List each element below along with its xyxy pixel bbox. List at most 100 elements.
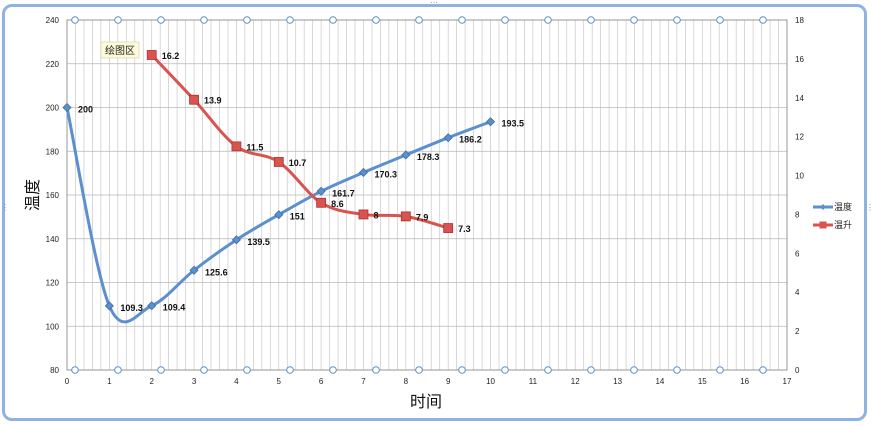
data-point-diamond bbox=[274, 210, 284, 220]
data-label: 193.5 bbox=[502, 119, 525, 129]
data-point-square bbox=[146, 50, 157, 60]
legend-marker bbox=[819, 221, 827, 229]
x-tick-label: 1 bbox=[107, 377, 112, 386]
selection-handle bbox=[501, 16, 509, 24]
data-label: 7.9 bbox=[416, 212, 429, 222]
y2-tick-label: 10 bbox=[795, 172, 804, 181]
resize-handle-left[interactable]: ⋮ bbox=[1, 203, 9, 212]
x-tick-label: 4 bbox=[234, 377, 239, 386]
data-label: 16.2 bbox=[162, 51, 180, 61]
data-label: 11.5 bbox=[246, 142, 263, 152]
data-label: 109.4 bbox=[163, 303, 186, 313]
data-label: 10.7 bbox=[289, 158, 307, 168]
selection-handle bbox=[329, 16, 337, 24]
selection-handle bbox=[114, 16, 122, 24]
selection-handle bbox=[759, 366, 767, 374]
y-tick-label: 160 bbox=[46, 191, 60, 200]
x-tick-label: 16 bbox=[740, 377, 749, 386]
y2-tick-label: 8 bbox=[795, 210, 800, 219]
data-point-square bbox=[273, 157, 284, 167]
tooltip: 绘图区 bbox=[100, 41, 140, 59]
axes: 8010012014016018020022024002468101214161… bbox=[46, 16, 805, 386]
selection-handle bbox=[415, 16, 423, 24]
x-tick-label: 5 bbox=[277, 377, 282, 386]
data-label: 151 bbox=[290, 212, 305, 222]
selection-handle bbox=[673, 16, 681, 24]
selection-handle bbox=[71, 16, 79, 24]
y-tick-label: 80 bbox=[50, 366, 59, 375]
plot-area-handles bbox=[71, 16, 767, 374]
selection-handle bbox=[587, 366, 595, 374]
data-point-square bbox=[443, 223, 454, 233]
data-label: 170.3 bbox=[374, 169, 397, 179]
y-tick-label: 180 bbox=[46, 147, 60, 156]
selection-handle bbox=[157, 16, 165, 24]
y-axis-title: 温度 bbox=[23, 179, 42, 211]
x-tick-label: 2 bbox=[149, 377, 154, 386]
y-tick-label: 140 bbox=[46, 235, 60, 244]
legend-marker bbox=[820, 204, 826, 210]
x-tick-label: 8 bbox=[404, 377, 409, 386]
selection-handle bbox=[286, 366, 294, 374]
data-label: 161.7 bbox=[332, 188, 355, 198]
selection-handle bbox=[71, 366, 79, 374]
selection-handle bbox=[114, 366, 122, 374]
y2-tick-label: 12 bbox=[795, 133, 804, 142]
x-axis-title: 时间 bbox=[410, 392, 442, 411]
tooltip-text: 绘图区 bbox=[105, 44, 135, 57]
selection-handle bbox=[372, 366, 380, 374]
data-point-diamond bbox=[358, 167, 369, 178]
selection-handle bbox=[243, 366, 251, 374]
data-point-square bbox=[400, 211, 411, 222]
data-point-diamond bbox=[104, 301, 114, 311]
selection-handle bbox=[286, 16, 294, 24]
y-tick-label: 200 bbox=[46, 104, 60, 113]
selection-handle bbox=[587, 16, 595, 24]
x-tick-label: 13 bbox=[613, 377, 622, 386]
series: 200 109.3 109.4 125.6 139.5 151 161.7 170.3 178.… bbox=[62, 50, 525, 324]
legend-label: 温升 bbox=[834, 220, 852, 231]
data-point-diamond bbox=[62, 102, 72, 113]
x-tick-label: 10 bbox=[486, 377, 495, 386]
plot-area-border bbox=[66, 19, 788, 371]
y2-tick-label: 0 bbox=[795, 366, 800, 375]
data-label: 200 bbox=[78, 105, 93, 115]
y-tick-label: 240 bbox=[46, 16, 60, 25]
x-tick-label: 15 bbox=[698, 377, 707, 386]
resize-handle-top[interactable]: ⋯ bbox=[430, 0, 438, 7]
x-tick-label: 3 bbox=[192, 377, 197, 386]
data-point-diamond bbox=[485, 117, 496, 127]
data-label: 8 bbox=[373, 210, 378, 220]
selection-handle bbox=[630, 366, 638, 374]
x-tick-label: 12 bbox=[571, 377, 580, 386]
data-label: 13.9 bbox=[204, 96, 222, 106]
x-tick-label: 9 bbox=[446, 377, 451, 386]
data-label: 8.6 bbox=[331, 199, 344, 209]
y2-tick-label: 18 bbox=[795, 16, 804, 25]
resize-handle-right[interactable]: ⋮ bbox=[866, 203, 873, 212]
selection-handle bbox=[501, 366, 509, 374]
selection-handle bbox=[243, 16, 251, 24]
selection-handle bbox=[458, 366, 466, 374]
selection-handle bbox=[458, 16, 466, 24]
data-label: 125.6 bbox=[205, 267, 228, 277]
x-tick-label: 17 bbox=[783, 377, 792, 386]
chart-frame[interactable] bbox=[2, 4, 867, 421]
gridlines bbox=[66, 19, 788, 371]
selection-handle bbox=[759, 16, 767, 24]
selection-handle bbox=[544, 16, 552, 24]
selection-handle bbox=[716, 16, 724, 24]
x-tick-label: 0 bbox=[65, 377, 70, 386]
data-point-diamond bbox=[443, 133, 453, 143]
data-label: 109.3 bbox=[120, 303, 143, 313]
selection-handle bbox=[200, 16, 208, 24]
data-point-square bbox=[231, 141, 242, 152]
data-point-diamond bbox=[147, 301, 157, 311]
y-tick-label: 220 bbox=[46, 60, 60, 69]
selection-handle bbox=[200, 366, 208, 374]
x-tick-label: 11 bbox=[529, 377, 538, 386]
data-label: 139.5 bbox=[247, 237, 270, 247]
legend-label: 温度 bbox=[834, 201, 852, 213]
